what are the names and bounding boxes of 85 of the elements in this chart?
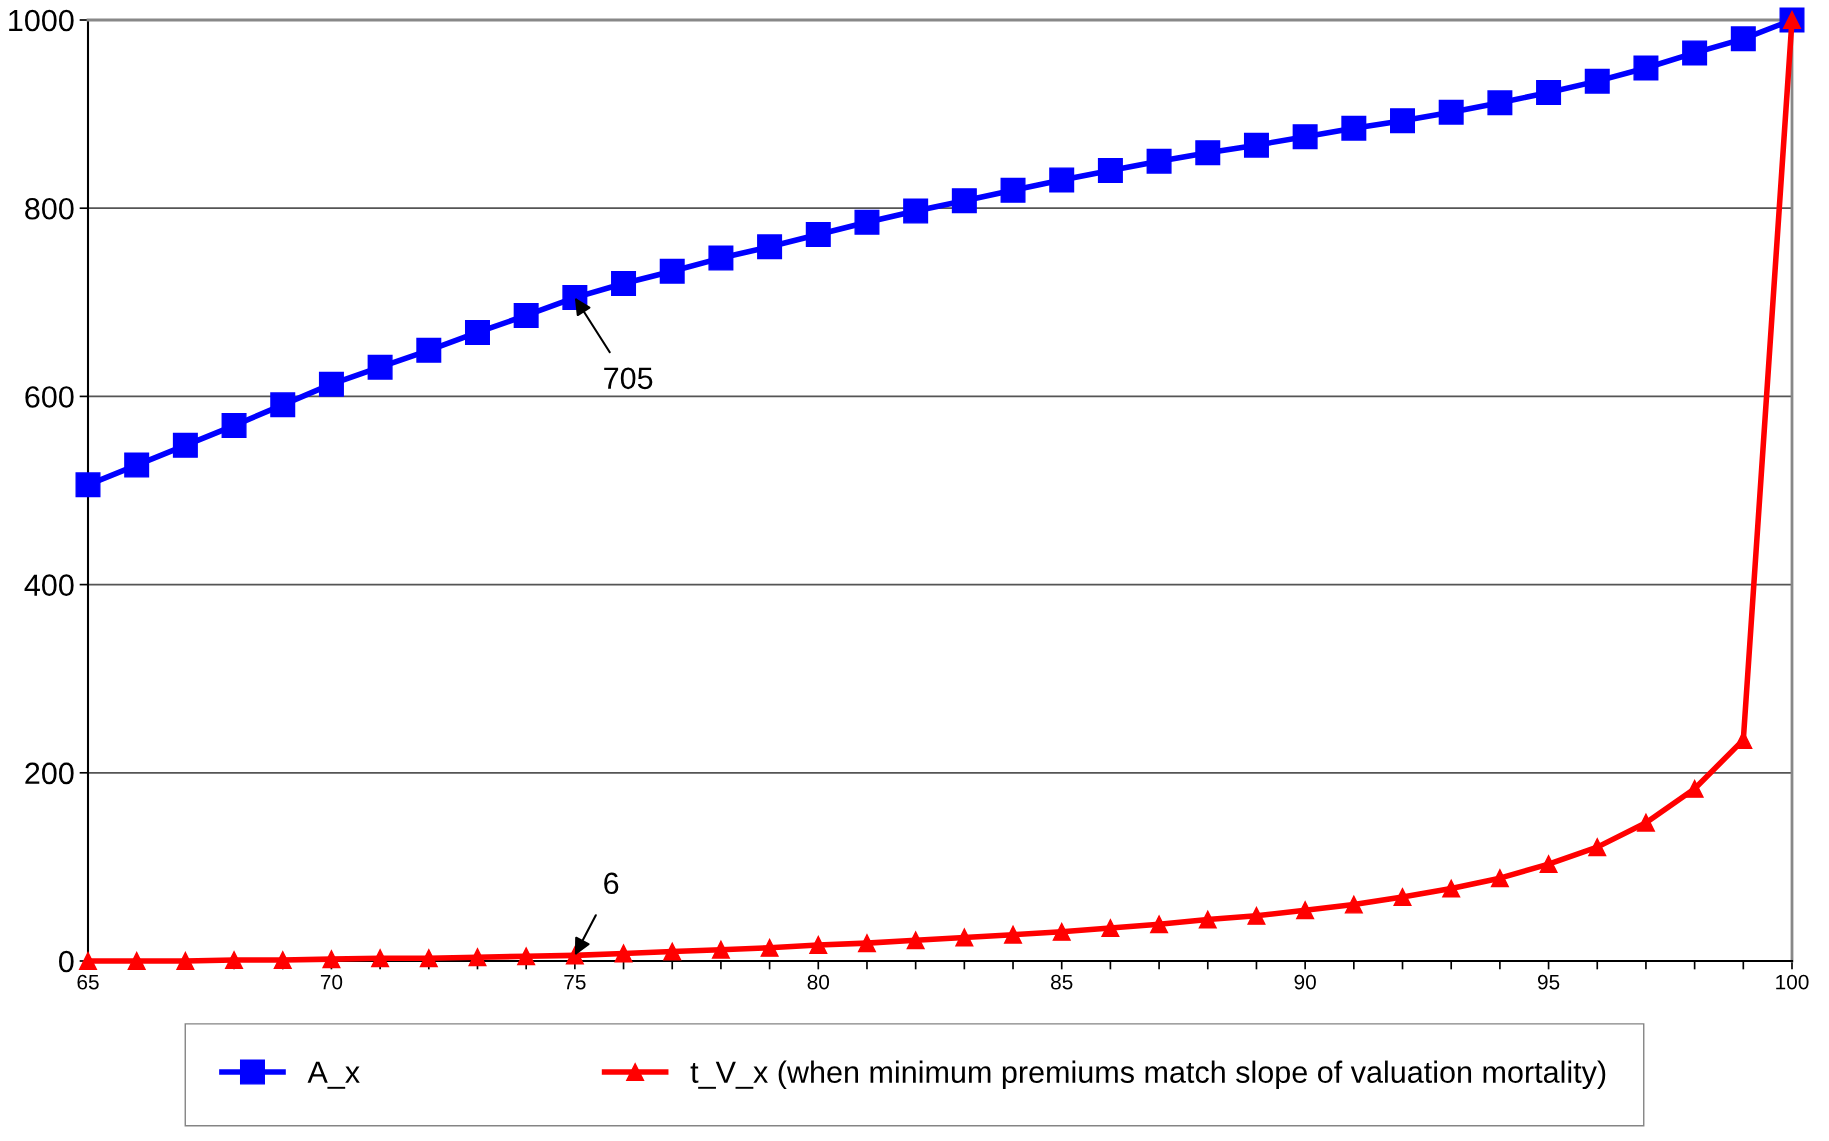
point (318, 371, 344, 397)
point (1052, 922, 1071, 941)
point (1393, 887, 1412, 907)
point (708, 245, 734, 271)
point (1438, 99, 1464, 125)
y-tick-label: 800 (25, 197, 74, 220)
point (1292, 124, 1318, 150)
y-tick-label: 200 (25, 762, 74, 785)
point (513, 302, 539, 328)
point (221, 413, 247, 439)
y-tick-label: 1000 (9, 9, 74, 32)
point (419, 949, 438, 968)
point (1584, 68, 1610, 94)
y-tick-label: 400 (24, 574, 74, 596)
point (1195, 140, 1221, 166)
point (1146, 148, 1172, 174)
x-tick-label: 90 (1294, 974, 1316, 990)
point (1243, 132, 1269, 158)
point (1247, 906, 1266, 925)
point (614, 944, 633, 963)
y-tick-label: 600 (25, 386, 74, 408)
point (1633, 55, 1659, 81)
point (955, 928, 974, 947)
point (78, 951, 98, 971)
point (1539, 855, 1558, 874)
point (760, 938, 779, 957)
point (906, 931, 925, 950)
point (1097, 158, 1123, 184)
point (464, 319, 490, 345)
point (659, 258, 685, 284)
point (1487, 90, 1513, 116)
point (1636, 813, 1655, 832)
legend-label: t_V_x (when minimum premiums match slope of valuation mortality) (690, 1060, 1606, 1090)
point (1198, 910, 1217, 929)
point (1682, 40, 1708, 66)
point (1004, 925, 1023, 944)
point (1536, 79, 1562, 105)
x-tick-label: 100 (1776, 974, 1809, 990)
point (1588, 838, 1607, 857)
point (757, 234, 783, 260)
annotation: 6 (604, 872, 619, 895)
x-tick-label: 85 (1051, 974, 1073, 990)
x-tick-label: 65 (77, 974, 99, 990)
point (127, 951, 146, 971)
point (225, 951, 244, 970)
point (124, 452, 150, 478)
point (1150, 915, 1169, 934)
annotation: 705 (604, 367, 653, 390)
point (322, 950, 341, 969)
point (517, 947, 536, 966)
point (1000, 177, 1026, 203)
point (1390, 108, 1416, 134)
point (611, 270, 637, 296)
point (951, 188, 977, 214)
point (371, 949, 390, 968)
point (176, 951, 195, 971)
point (903, 198, 929, 224)
x-tick-label: 80 (807, 974, 830, 990)
point (663, 942, 682, 961)
x-tick-label: 70 (320, 974, 343, 990)
point (270, 392, 296, 418)
x-tick-label: 75 (564, 974, 586, 990)
point (367, 354, 393, 380)
point (1685, 779, 1704, 798)
point (1344, 895, 1363, 914)
legend-label: A_x (307, 1061, 360, 1089)
point (809, 935, 828, 955)
point (416, 337, 442, 363)
point (805, 222, 831, 248)
y-tick-label: 0 (59, 950, 74, 973)
x-tick-label: 95 (1537, 974, 1560, 990)
point (1341, 115, 1367, 141)
point (1730, 26, 1756, 52)
point (172, 432, 198, 458)
point (1296, 901, 1315, 920)
point (857, 934, 876, 953)
point (1101, 919, 1120, 938)
point (1490, 869, 1509, 888)
point (273, 951, 292, 970)
point (1442, 879, 1461, 898)
point (1049, 167, 1075, 193)
point (468, 948, 487, 967)
point (75, 472, 101, 498)
point (711, 940, 730, 959)
point (854, 209, 880, 235)
